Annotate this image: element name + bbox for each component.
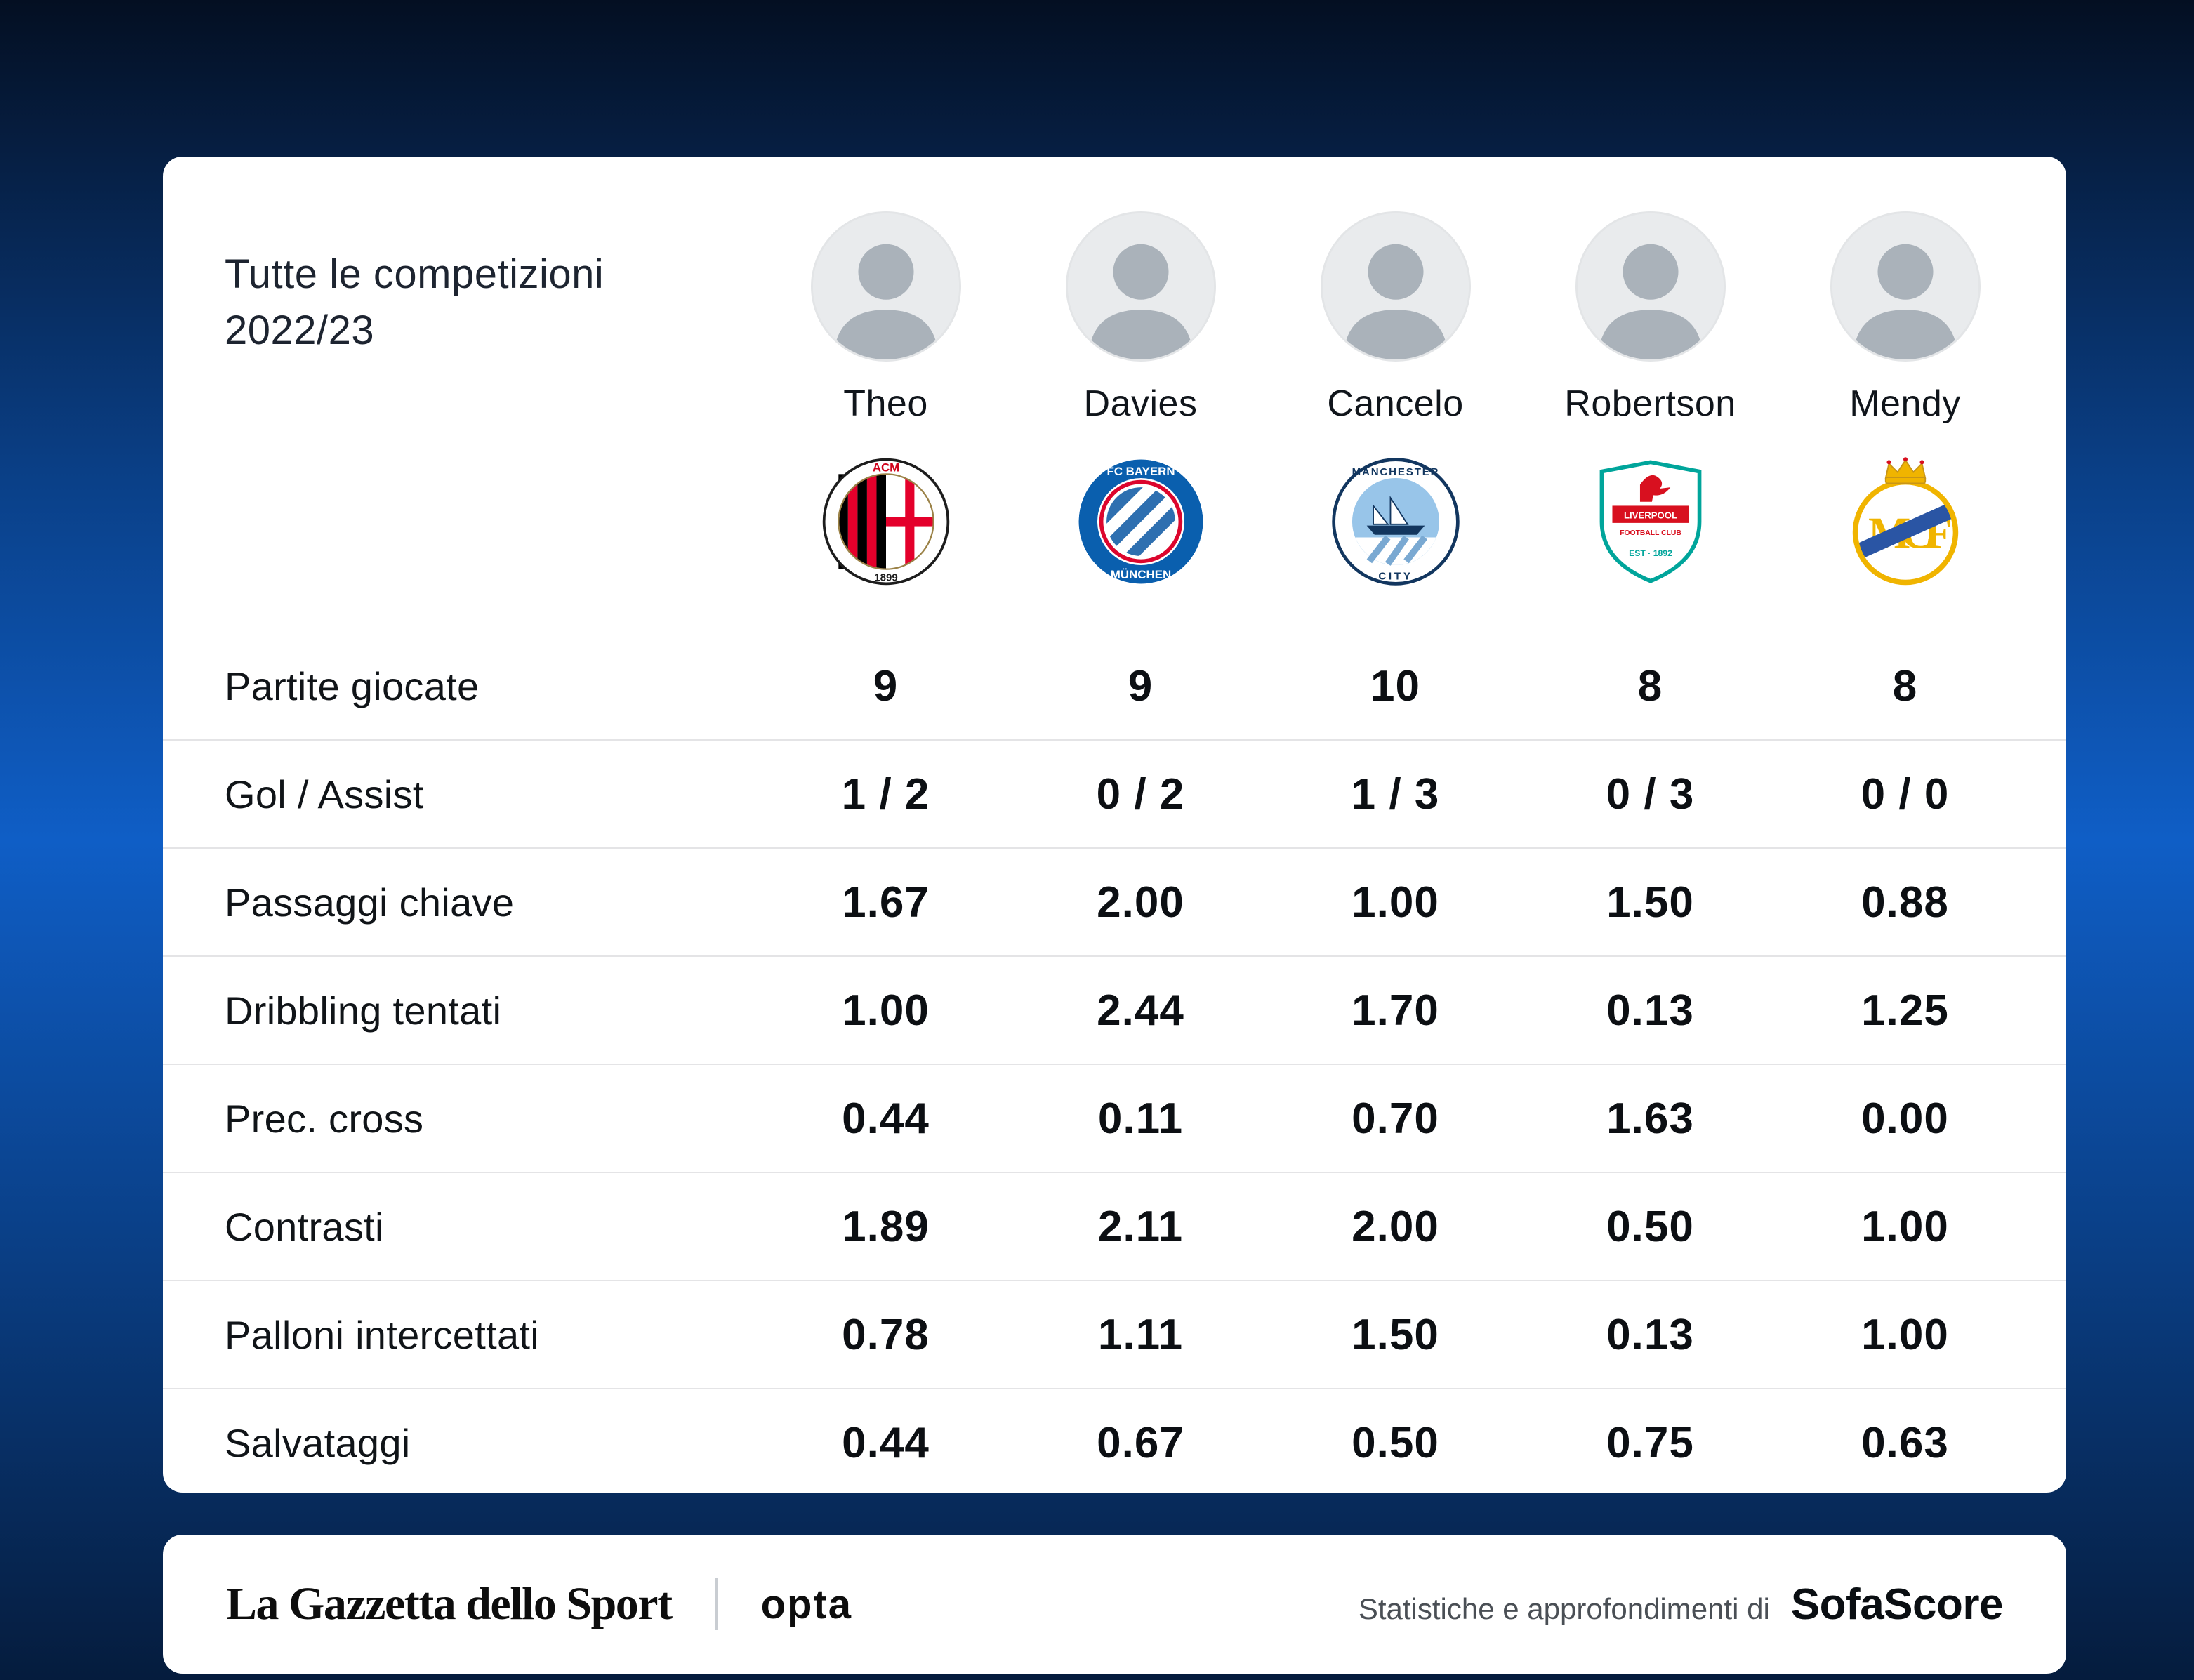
stat-value: 9 (873, 661, 899, 710)
stat-value: 0 / 0 (1861, 769, 1950, 819)
stat-value: 1.63 (1606, 1094, 1694, 1143)
stat-label: Dribbling tentati (225, 988, 502, 1033)
table-row: Gol / Assist 1 / 2 0 / 2 1 / 3 0 / 3 0 /… (163, 739, 2066, 847)
gazzetta-logo: La Gazzetta dello Sport (226, 1578, 673, 1629)
stat-value: 1.50 (1352, 1310, 1439, 1359)
player-photo (810, 211, 961, 362)
svg-text:ACM: ACM (872, 461, 899, 475)
table-row: Partite giocate 9 9 10 8 8 (163, 633, 2066, 739)
stat-value: 0.13 (1606, 1310, 1694, 1359)
player-column-robertson: Robertson LIVERPOOL FOOTBALL CLUB EST · … (1523, 211, 1778, 588)
stat-value: 0.44 (842, 1418, 930, 1467)
svg-text:EST · 1892: EST · 1892 (1629, 548, 1672, 558)
stat-value: 0.78 (842, 1310, 930, 1359)
player-name: Davies (1083, 383, 1198, 424)
player-column-mendy: Mendy MCF (1778, 211, 2033, 588)
stat-value: 0.44 (842, 1094, 930, 1143)
stat-value: 1.00 (1861, 1202, 1949, 1251)
bayern-munich-crest-icon: FC BAYERN MÜNCHEN (1075, 456, 1207, 588)
stat-value: 0.70 (1352, 1094, 1439, 1143)
player-column-cancelo: Cancelo MANCHESTER (1268, 211, 1523, 588)
sofascore-logo: SofaScore (1790, 1580, 2004, 1629)
stat-value: 1.11 (1097, 1310, 1184, 1359)
manchester-city-crest-icon: MANCHESTER CITY (1330, 456, 1462, 588)
player-column-davies: Davies FC BAYERN MÜNCHEN (1013, 211, 1268, 588)
liverpool-crest-icon: LIVERPOOL FOOTBALL CLUB EST · 1892 (1585, 456, 1717, 588)
ac-milan-crest-icon: ACM 1899 (820, 456, 952, 588)
stat-value: 0.11 (1097, 1094, 1184, 1143)
svg-text:MÜNCHEN: MÜNCHEN (1110, 568, 1170, 581)
svg-text:MANCHESTER: MANCHESTER (1352, 466, 1439, 478)
table-row: Salvataggi 0.44 0.67 0.50 0.75 0.63 (163, 1388, 2066, 1496)
table-header: Tutte le competizioni 2022/23 Theo (163, 157, 2066, 588)
stat-label: Passaggi chiave (225, 880, 515, 925)
table-row: Dribbling tentati 1.00 2.44 1.70 0.13 1.… (163, 955, 2066, 1064)
table-row: Prec. cross 0.44 0.11 0.70 1.63 0.00 (163, 1064, 2066, 1172)
stat-value: 1.50 (1606, 878, 1694, 927)
player-photo (1065, 211, 1216, 362)
opta-logo: opta (760, 1581, 852, 1627)
player-name: Theo (843, 383, 928, 424)
stat-value: 0 / 2 (1096, 769, 1185, 819)
stat-label: Gol / Assist (225, 772, 424, 816)
stat-value: 2.11 (1097, 1202, 1184, 1251)
player-photo (1575, 211, 1726, 362)
stat-value: 2.00 (1097, 878, 1184, 927)
stat-value: 10 (1370, 661, 1420, 710)
svg-text:CITY: CITY (1378, 571, 1413, 583)
player-column-theo: Theo ACM 1899 (758, 211, 1013, 588)
stat-value: 0 / 3 (1606, 769, 1695, 819)
title-line-2: 2022/23 (225, 307, 375, 354)
svg-text:LIVERPOOL: LIVERPOOL (1623, 510, 1677, 520)
credit-group: Statistiche e approfondimenti di SofaSco… (1358, 1580, 2004, 1629)
stat-value: 2.00 (1352, 1202, 1439, 1251)
stats-card: Tutte le competizioni 2022/23 Theo (163, 157, 2066, 1493)
stat-label: Partite giocate (225, 663, 480, 708)
stat-value: 1.25 (1861, 986, 1949, 1035)
stat-value: 0.50 (1352, 1418, 1439, 1467)
footer-bar: La Gazzetta dello Sport opta Statistiche… (163, 1535, 2066, 1674)
stat-label: Prec. cross (225, 1096, 424, 1141)
stat-value: 1 / 2 (841, 769, 930, 819)
stat-value: 0.67 (1097, 1418, 1184, 1467)
player-photo (1830, 211, 1981, 362)
svg-text:FC BAYERN: FC BAYERN (1106, 465, 1175, 478)
stat-label: Salvataggi (225, 1420, 411, 1465)
stat-value: 1.67 (842, 878, 930, 927)
stat-value: 2.44 (1097, 986, 1184, 1035)
title-line-1: Tutte le competizioni (225, 251, 604, 297)
footer-divider (715, 1578, 718, 1630)
stat-value: 1.00 (1352, 878, 1439, 927)
stat-label: Palloni intercettati (225, 1312, 540, 1357)
player-name: Cancelo (1327, 383, 1464, 424)
stat-value: 1.00 (1861, 1310, 1949, 1359)
player-photo (1320, 211, 1471, 362)
stat-value: 8 (1892, 661, 1918, 710)
stats-table: Partite giocate 9 9 10 8 8 Gol / Assist … (163, 633, 2066, 1496)
page-title: Tutte le competizioni 2022/23 (163, 211, 758, 359)
svg-text:FOOTBALL CLUB: FOOTBALL CLUB (1620, 529, 1681, 537)
stat-value: 9 (1128, 661, 1154, 710)
credit-text: Statistiche e approfondimenti di (1358, 1592, 1770, 1625)
stat-value: 1.89 (842, 1202, 930, 1251)
stat-value: 1.70 (1352, 986, 1439, 1035)
player-name: Robertson (1564, 383, 1736, 424)
stat-value: 0.75 (1606, 1418, 1694, 1467)
stat-value: 1 / 3 (1351, 769, 1440, 819)
stat-value: 8 (1637, 661, 1663, 710)
table-row: Contrasti 1.89 2.11 2.00 0.50 1.00 (163, 1172, 2066, 1280)
stat-value: 0.50 (1606, 1202, 1694, 1251)
svg-text:1899: 1899 (874, 572, 897, 584)
stat-value: 0.88 (1861, 878, 1949, 927)
stat-value: 0.00 (1861, 1094, 1949, 1143)
stat-value: 1.00 (842, 986, 930, 1035)
player-name: Mendy (1849, 383, 1961, 424)
stat-value: 0.63 (1861, 1418, 1949, 1467)
table-row: Palloni intercettati 0.78 1.11 1.50 0.13… (163, 1280, 2066, 1388)
table-row: Passaggi chiave 1.67 2.00 1.00 1.50 0.88 (163, 847, 2066, 955)
real-madrid-crest-icon: MCF (1839, 456, 1971, 588)
stat-label: Contrasti (225, 1204, 384, 1249)
stat-value: 0.13 (1606, 986, 1694, 1035)
